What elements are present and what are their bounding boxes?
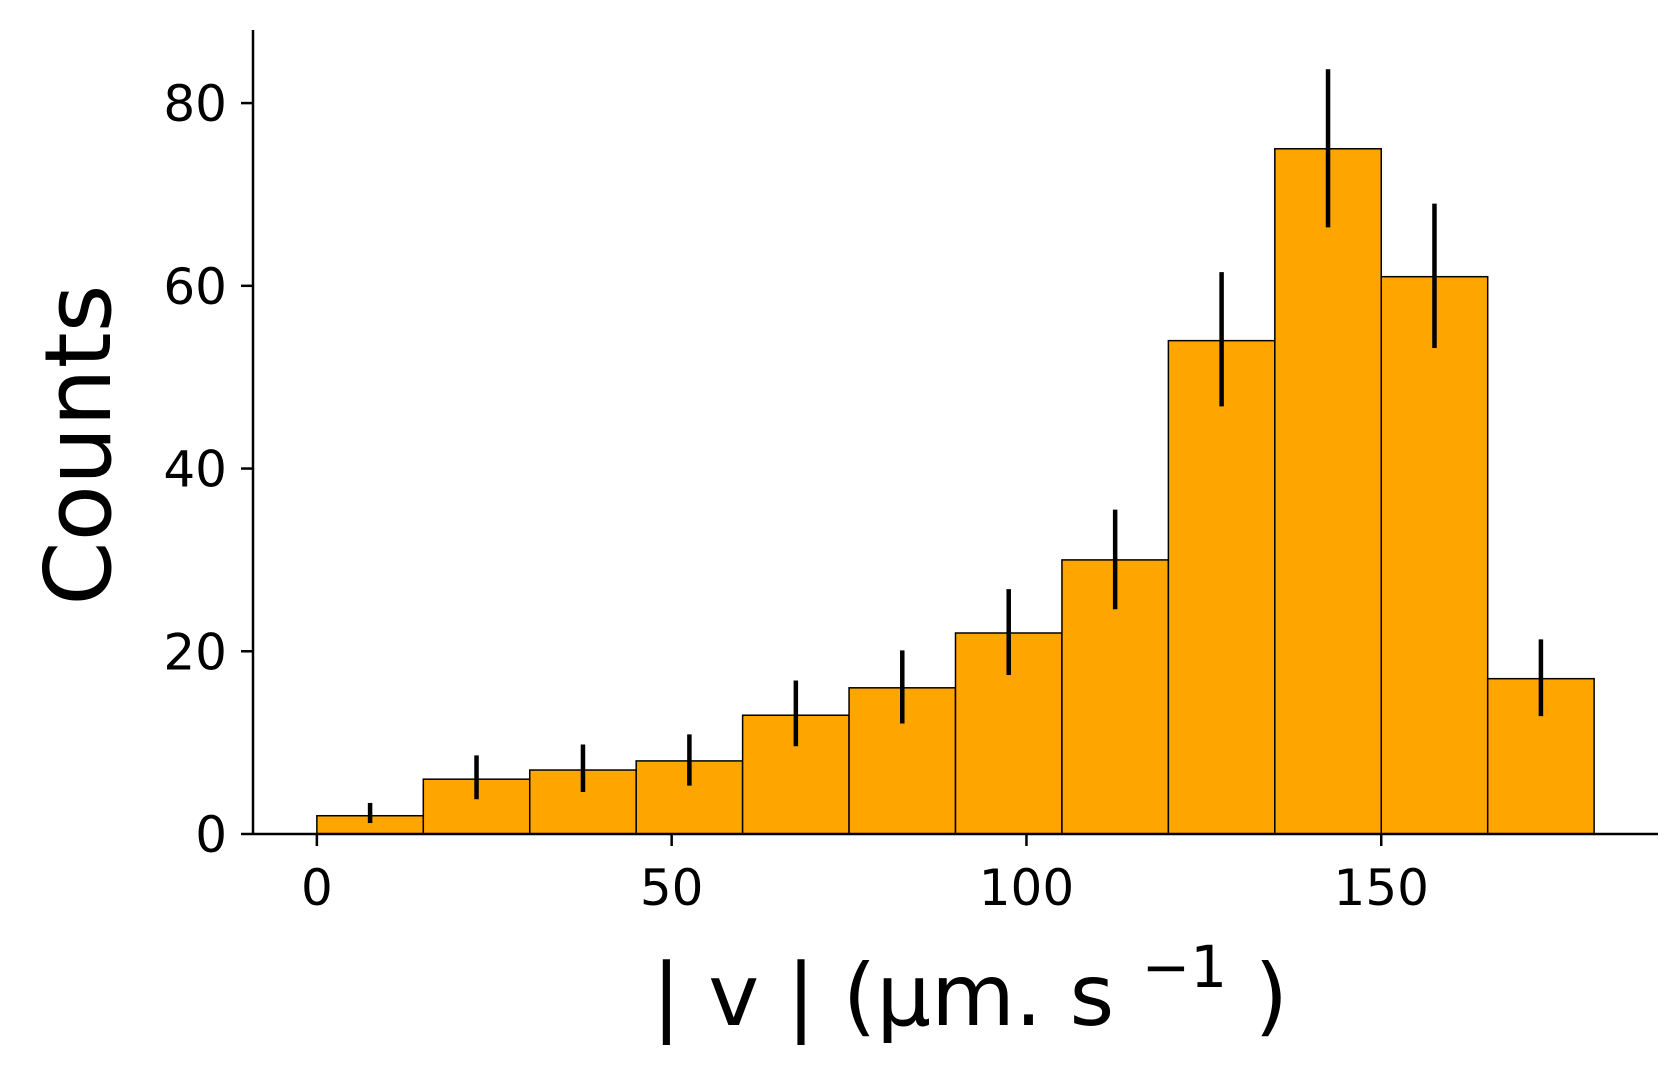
ticks-layer: 0 50 100 150 0 20 40 60 80 — [163, 75, 1429, 917]
axes-layer — [251, 30, 1658, 836]
x-axis-title-superscript: −1 — [1142, 933, 1228, 1001]
x-tick-label: 150 — [1334, 859, 1429, 917]
x-axis-title-unit-open: (µm. s — [843, 946, 1115, 1046]
x-tick-label: 100 — [979, 859, 1074, 917]
histogram-bar — [1380, 275, 1489, 835]
x-tick-label: 50 — [640, 859, 704, 917]
bars-layer — [316, 148, 1595, 835]
x-axis-title-unit-close: ) — [1255, 946, 1289, 1046]
error-bars-layer — [367, 69, 1544, 824]
y-tick-label: 60 — [163, 258, 227, 316]
x-axis-title: | v | (µm. s −1 ) — [652, 908, 1288, 1046]
y-tick-label: 0 — [195, 806, 227, 864]
histogram-bar — [1274, 148, 1383, 835]
y-tick-label: 20 — [163, 623, 227, 681]
histogram-bar — [1167, 339, 1276, 835]
x-tick-label: 0 — [301, 859, 333, 917]
y-axis-title: Counts — [25, 284, 132, 605]
y-tick-label: 80 — [163, 75, 227, 133]
x-axis-title-main: | v | — [652, 946, 816, 1046]
y-tick-label: 40 — [163, 441, 227, 499]
